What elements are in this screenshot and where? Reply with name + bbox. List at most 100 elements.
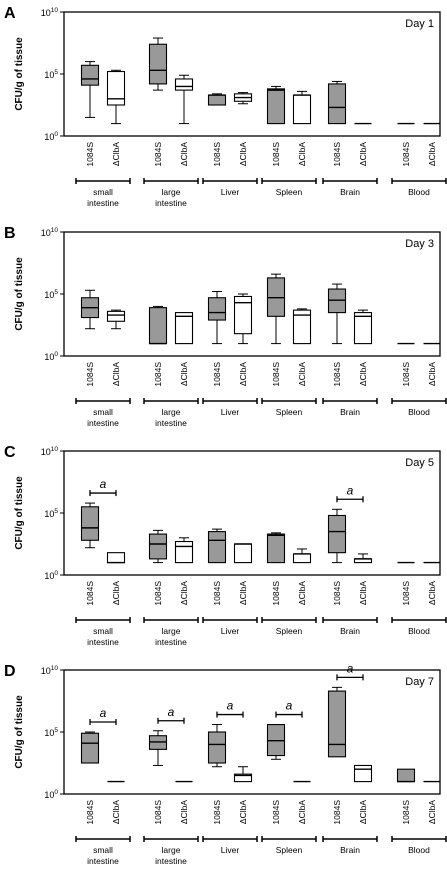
box-1084s bbox=[207, 291, 227, 345]
y-tick-label: 105 bbox=[44, 508, 58, 519]
x-strain-label: ΔClbA bbox=[358, 581, 368, 605]
box-iqr bbox=[327, 83, 347, 125]
tissue-name: small bbox=[93, 187, 113, 197]
box-1084s bbox=[148, 529, 168, 564]
box-iqr bbox=[80, 506, 100, 541]
x-strain-label: 1084S bbox=[153, 142, 163, 167]
x-strain-label: ΔClbA bbox=[179, 581, 189, 605]
x-strain-label: 1084S bbox=[401, 581, 411, 606]
box-iqr bbox=[174, 540, 194, 564]
x-strain-label: 1084S bbox=[212, 142, 222, 167]
box-dclba bbox=[292, 548, 312, 564]
box-dclba bbox=[106, 552, 126, 564]
y-tick-label: 100 bbox=[44, 570, 58, 581]
y-tick-exp: 10 bbox=[51, 227, 59, 234]
box-iqr bbox=[174, 312, 194, 345]
tissue-name: Blood bbox=[408, 407, 430, 417]
x-strain-label: ΔClbA bbox=[297, 362, 307, 386]
box-iqr bbox=[353, 764, 373, 783]
significance-marker: a bbox=[89, 477, 117, 497]
panel-letter: D bbox=[4, 663, 16, 680]
panel-letter: C bbox=[4, 444, 16, 461]
box-1084s bbox=[148, 730, 168, 766]
tissue-name: Spleen bbox=[276, 626, 303, 636]
day-label: Day 5 bbox=[405, 457, 434, 469]
tissue-name: intestine bbox=[155, 198, 187, 208]
x-strain-label: ΔClbA bbox=[427, 581, 437, 605]
significance-label: a bbox=[100, 477, 107, 491]
tissue-name: intestine bbox=[155, 418, 187, 428]
tissue-name: Brain bbox=[340, 626, 360, 636]
significance-label: a bbox=[100, 706, 107, 720]
y-axis-label: CFU/g of tissue bbox=[14, 37, 25, 111]
y-tick-exp: 5 bbox=[54, 69, 58, 76]
x-strain-label: ΔClbA bbox=[297, 800, 307, 824]
y-tick-exp: 5 bbox=[54, 508, 58, 515]
y-tick-label: 1010 bbox=[41, 7, 59, 18]
significance-label: a bbox=[168, 705, 175, 719]
y-tick-base: 10 bbox=[44, 571, 54, 581]
day-label: Day 7 bbox=[405, 676, 434, 688]
x-strain-label: ΔClbA bbox=[358, 362, 368, 386]
x-strain-label: ΔClbA bbox=[297, 142, 307, 166]
tissue-name: Brain bbox=[340, 407, 360, 417]
y-tick-base: 10 bbox=[41, 666, 51, 676]
y-tick-base: 10 bbox=[44, 728, 54, 738]
box-iqr bbox=[207, 531, 227, 564]
box-1084s bbox=[207, 724, 227, 768]
x-strain-label: ΔClbA bbox=[238, 581, 248, 605]
x-strain-label: ΔClbA bbox=[238, 362, 248, 386]
y-tick-base: 10 bbox=[41, 8, 51, 18]
x-strain-label: ΔClbA bbox=[427, 362, 437, 386]
x-strain-label: ΔClbA bbox=[111, 800, 121, 824]
tissue-name: Brain bbox=[340, 845, 360, 855]
box-dclba bbox=[353, 764, 373, 783]
box-1084s bbox=[327, 686, 347, 758]
significance-label: a bbox=[347, 661, 354, 675]
x-strain-label: 1084S bbox=[332, 800, 342, 825]
box-iqr bbox=[106, 310, 126, 322]
box-iqr bbox=[106, 552, 126, 564]
significance-label: a bbox=[347, 483, 354, 497]
x-strain-label: ΔClbA bbox=[238, 800, 248, 824]
box-iqr bbox=[266, 88, 286, 125]
x-strain-label: 1084S bbox=[332, 581, 342, 606]
x-strain-label: ΔClbA bbox=[111, 362, 121, 386]
x-strain-label: 1084S bbox=[212, 581, 222, 606]
tissue-name: small bbox=[93, 407, 113, 417]
y-tick-base: 10 bbox=[44, 132, 54, 142]
box-iqr bbox=[148, 533, 168, 560]
box-dclba bbox=[174, 74, 194, 125]
x-strain-label: 1084S bbox=[271, 362, 281, 387]
x-strain-label: 1084S bbox=[153, 800, 163, 825]
y-tick-label: 100 bbox=[44, 351, 58, 362]
x-strain-label: 1084S bbox=[271, 800, 281, 825]
box-iqr bbox=[327, 514, 347, 554]
box-1084s bbox=[266, 532, 286, 564]
box-1084s bbox=[327, 80, 347, 125]
box-iqr bbox=[327, 690, 347, 758]
box-dclba bbox=[106, 309, 126, 330]
day-label: Day 3 bbox=[405, 238, 434, 250]
x-strain-label: 1084S bbox=[85, 581, 95, 606]
tissue-name: intestine bbox=[87, 856, 119, 866]
tissue-name: intestine bbox=[155, 637, 187, 647]
tissue-name: Blood bbox=[408, 626, 430, 636]
y-tick-exp: 10 bbox=[51, 446, 59, 453]
x-strain-label: 1084S bbox=[271, 581, 281, 606]
y-tick-base: 10 bbox=[41, 228, 51, 238]
box-1084s bbox=[148, 37, 168, 91]
y-tick-exp: 5 bbox=[54, 289, 58, 296]
significance-marker: a bbox=[336, 483, 364, 503]
box-iqr bbox=[207, 297, 227, 321]
significance-label: a bbox=[227, 699, 234, 713]
x-strain-label: ΔClbA bbox=[427, 142, 437, 166]
plot-frame bbox=[63, 231, 441, 357]
y-tick-exp: 0 bbox=[54, 789, 58, 796]
box-dclba bbox=[174, 537, 194, 564]
box-iqr bbox=[80, 64, 100, 86]
day-label: Day 1 bbox=[405, 18, 434, 30]
